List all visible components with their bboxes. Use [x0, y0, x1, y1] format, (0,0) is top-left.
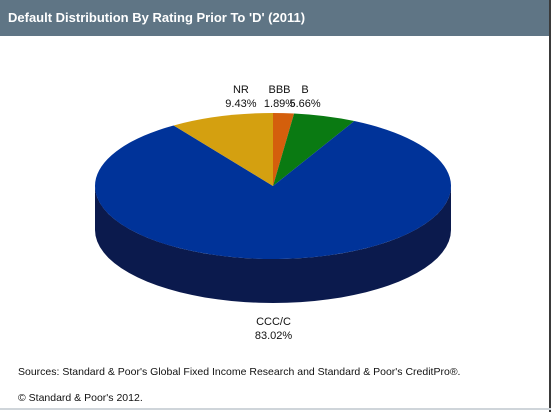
pie-value-nr: 9.43%	[225, 98, 256, 110]
pie-slice-ccc-c	[94, 121, 451, 259]
pie-value-ccc-c: 83.02%	[255, 330, 293, 342]
pie-chart: BBB 1.89% B 5.66% CCC/C 83.02% NR 9.43%	[94, 84, 451, 342]
pie-label-ccc-c: CCC/C	[256, 316, 291, 328]
pie-label-b: B	[301, 84, 308, 96]
pie-slice-nr	[173, 113, 273, 186]
pie-label-bbb: BBB	[268, 84, 290, 96]
chart-title: Default Distribution By Rating Prior To …	[0, 0, 549, 36]
pie-value-b: 5.66%	[289, 98, 320, 110]
frame-border-bottom	[0, 408, 551, 410]
pie-labels: BBB 1.89% B 5.66% CCC/C 83.02% NR 9.43%	[225, 84, 321, 342]
pie-side-ccc-c	[95, 186, 451, 303]
pie-value-bbb: 1.89%	[264, 98, 295, 110]
frame-border-right	[549, 0, 551, 412]
pie-label-nr: NR	[233, 84, 249, 96]
pie-slice-b	[273, 113, 355, 186]
copyright-note: © Standard & Poor's 2012.	[18, 392, 143, 404]
pie-sides	[95, 186, 451, 303]
pie-slices	[94, 112, 451, 259]
pie-slice-bbb	[273, 112, 295, 186]
source-note: Sources: Standard & Poor's Global Fixed …	[18, 366, 461, 378]
